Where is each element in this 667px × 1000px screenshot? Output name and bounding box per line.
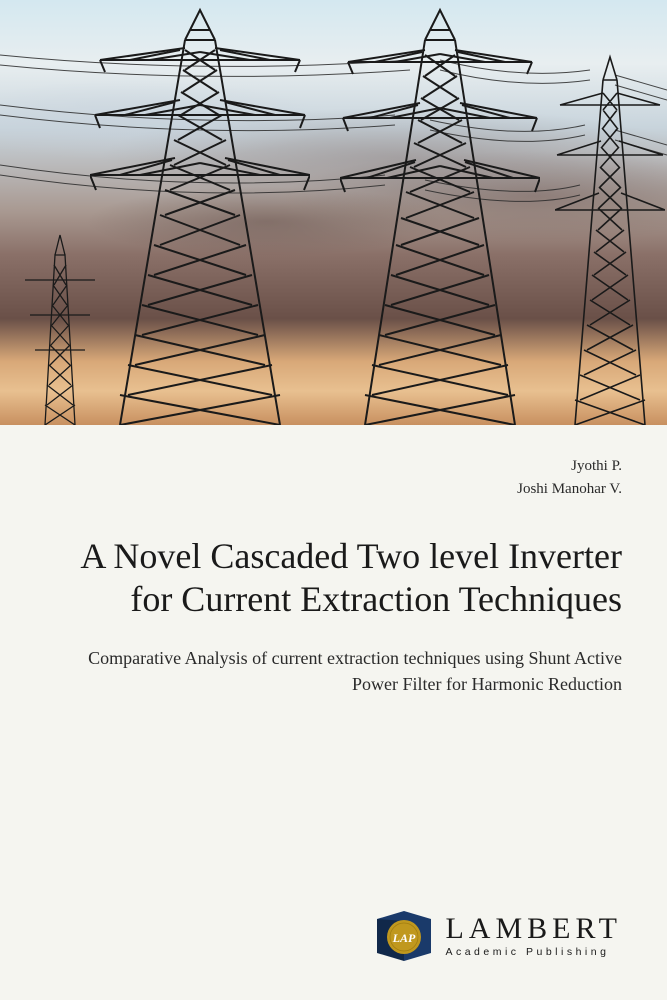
publisher-text: LAMBERT Academic Publishing <box>445 914 622 958</box>
author-1: Jyothi P. <box>45 455 622 478</box>
publisher-logo: LAP <box>375 907 433 965</box>
tower-main-left <box>90 0 310 425</box>
cover-photo <box>0 0 667 425</box>
logo-text: LAP <box>392 931 416 945</box>
publisher-name: LAMBERT <box>445 914 622 944</box>
book-subtitle: Comparative Analysis of current extracti… <box>45 646 622 696</box>
author-2: Joshi Manohar V. <box>45 478 622 501</box>
publisher-block: LAP LAMBERT Academic Publishing <box>375 907 622 965</box>
book-title: A Novel Cascaded Two level Inverter for … <box>45 535 622 621</box>
tower-right-small <box>555 45 665 425</box>
authors-block: Jyothi P. Joshi Manohar V. <box>45 455 622 500</box>
content-area: Jyothi P. Joshi Manohar V. A Novel Casca… <box>0 425 667 697</box>
tower-main-right <box>340 0 540 425</box>
publisher-tagline: Academic Publishing <box>445 947 622 958</box>
